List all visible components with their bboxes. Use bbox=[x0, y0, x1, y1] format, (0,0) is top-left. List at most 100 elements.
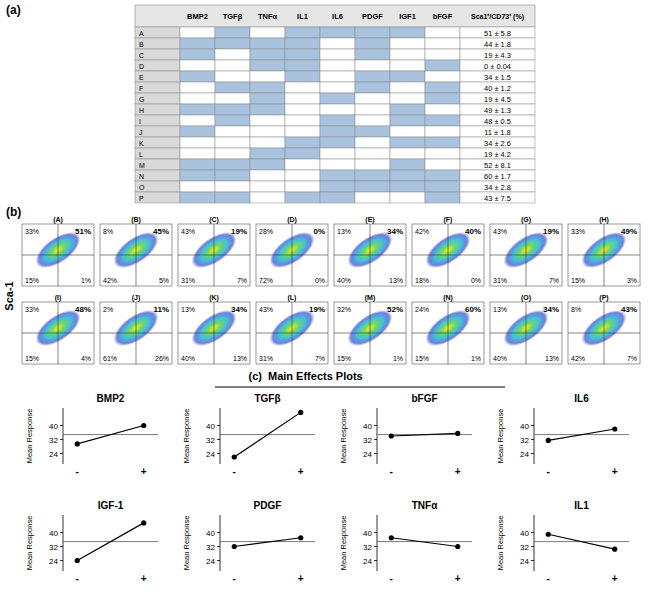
quadrant-line bbox=[22, 333, 94, 334]
column-header: IL6 bbox=[332, 12, 343, 21]
factor-cell bbox=[390, 115, 425, 126]
category-label: - bbox=[76, 466, 79, 477]
row-label: E bbox=[139, 74, 144, 81]
factor-cell bbox=[285, 137, 320, 148]
tick-label: 24 bbox=[206, 450, 215, 459]
flow-plot: (P)8%43%42%7% bbox=[568, 294, 640, 364]
factor-cell bbox=[355, 49, 390, 60]
factor-cell bbox=[355, 115, 390, 126]
quadrant-label: 32% bbox=[337, 306, 351, 313]
factor-cell bbox=[215, 170, 250, 181]
factor-cell bbox=[320, 104, 355, 115]
factor-cell bbox=[215, 49, 250, 60]
row-label: C bbox=[139, 52, 144, 59]
quadrant-label: 1% bbox=[471, 355, 481, 362]
flow-plot: (B)8%45%42%5% bbox=[100, 216, 172, 286]
quadrant-label: 40% bbox=[493, 355, 507, 362]
factor-cell bbox=[250, 192, 285, 203]
effect-chart: BMP2Mean Response243240-+ bbox=[25, 393, 158, 477]
y-axis bbox=[377, 408, 378, 464]
plot-frame bbox=[490, 224, 562, 286]
factor-cell bbox=[320, 137, 355, 148]
quadrant-label: 19% bbox=[309, 305, 325, 314]
effect-point bbox=[232, 454, 237, 459]
factor-cell bbox=[425, 181, 460, 192]
value-text: 51 ± 5.8 bbox=[484, 29, 511, 38]
plot-frame bbox=[256, 224, 328, 286]
factor-cell bbox=[425, 170, 460, 181]
axis-label: Mean Response bbox=[25, 409, 34, 464]
factor-cell bbox=[215, 126, 250, 137]
factor-cell bbox=[285, 93, 320, 104]
quadrant-line bbox=[100, 255, 172, 256]
value-cell bbox=[460, 115, 535, 126]
factor-cell bbox=[390, 82, 425, 93]
factor-cell bbox=[390, 60, 425, 71]
factor-cell bbox=[250, 82, 285, 93]
factor-cell bbox=[320, 126, 355, 137]
plot-title: (G) bbox=[521, 216, 531, 224]
factor-cell bbox=[425, 192, 460, 203]
factor-cell bbox=[320, 192, 355, 203]
factor-cell bbox=[285, 49, 320, 60]
category-label: - bbox=[233, 573, 236, 584]
quadrant-label: 3% bbox=[627, 277, 637, 284]
factor-cell bbox=[285, 192, 320, 203]
factor-cell bbox=[250, 71, 285, 82]
factor-cell bbox=[285, 60, 320, 71]
value-cell bbox=[460, 60, 535, 71]
quadrant-label: 13% bbox=[389, 277, 403, 284]
factor-cell bbox=[180, 27, 215, 38]
tick bbox=[60, 425, 63, 426]
factor-cell bbox=[390, 71, 425, 82]
plot-area bbox=[63, 520, 158, 563]
tick-label: 32 bbox=[206, 436, 215, 445]
factor-cell bbox=[250, 49, 285, 60]
factor-cell bbox=[180, 159, 215, 170]
factor-cell bbox=[425, 82, 460, 93]
tick-label: 24 bbox=[49, 557, 58, 566]
factor-cell bbox=[355, 38, 390, 49]
quadrant-label: 13% bbox=[337, 228, 351, 235]
row-label: F bbox=[139, 85, 143, 92]
tick bbox=[217, 439, 220, 440]
factor-cell bbox=[355, 82, 390, 93]
column-header: BMP2 bbox=[187, 12, 208, 21]
row-label-bg bbox=[135, 49, 180, 60]
value-cell bbox=[460, 181, 535, 192]
factor-cell bbox=[250, 170, 285, 181]
axis-label: Mean Response bbox=[25, 516, 34, 571]
value-text: 49 ± 1.3 bbox=[484, 106, 511, 115]
tick-label: 24 bbox=[49, 450, 58, 459]
chart-title: BMP2 bbox=[97, 393, 125, 404]
quadrant-label: 33% bbox=[571, 228, 585, 235]
factor-cell bbox=[215, 137, 250, 148]
row-label: K bbox=[139, 140, 144, 147]
tick-label: 32 bbox=[49, 436, 58, 445]
tick-label: 32 bbox=[49, 543, 58, 552]
tick bbox=[217, 453, 220, 454]
quadrant-label: 1% bbox=[81, 277, 91, 284]
factor-cell bbox=[250, 159, 285, 170]
factor-cell bbox=[215, 192, 250, 203]
plot-area bbox=[377, 535, 472, 549]
column-header: IGF1 bbox=[399, 12, 416, 21]
plot-frame bbox=[568, 224, 640, 286]
plot-title: (K) bbox=[209, 294, 219, 302]
effect-point bbox=[455, 431, 460, 436]
factor-cell bbox=[355, 126, 390, 137]
row-label-bg bbox=[135, 71, 180, 82]
row-label: B bbox=[139, 41, 144, 48]
factor-cell bbox=[425, 60, 460, 71]
plot-title: (J) bbox=[132, 294, 141, 302]
value-cell bbox=[460, 148, 535, 159]
plot-frame bbox=[412, 302, 484, 364]
row-label-bg bbox=[135, 82, 180, 93]
factor-cell bbox=[285, 104, 320, 115]
tick bbox=[60, 560, 63, 561]
plot-title: (B) bbox=[131, 216, 141, 224]
title-rule bbox=[215, 387, 505, 388]
flow-plot: (C)43%19%31%7% bbox=[178, 216, 250, 286]
factor-cell bbox=[285, 27, 320, 38]
row-label: G bbox=[139, 96, 144, 103]
